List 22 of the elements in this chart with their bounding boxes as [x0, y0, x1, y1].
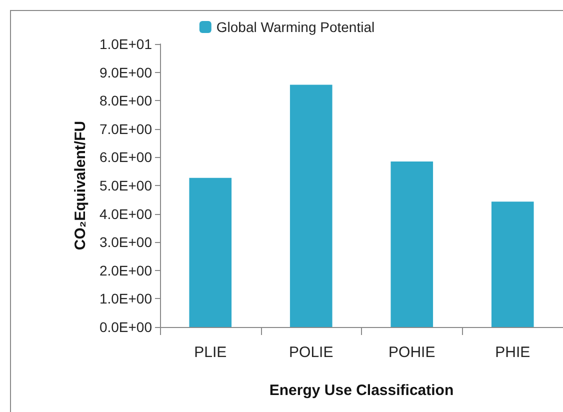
y-tick-label: 4.0E+00: [99, 206, 152, 222]
y-tick-label: 1.0E+00: [99, 290, 152, 307]
bar: [390, 161, 434, 327]
x-tick-label: PLIE: [194, 344, 227, 361]
x-tick-label: POHIE: [388, 344, 436, 361]
y-axis-title: CO₂Equivalent/FU: [72, 120, 89, 250]
bar: [491, 202, 534, 327]
bar: [290, 84, 332, 327]
y-tick-label: 8.0E+00: [99, 92, 152, 109]
legend-label: Global Warming Potential: [216, 19, 375, 35]
y-tick-label: 3.0E+00: [99, 234, 152, 250]
y-tick-label: 2.0E+00: [99, 262, 152, 278]
y-tick-label: 7.0E+00: [99, 120, 152, 137]
y-tick-label: 0.0E+00: [99, 319, 152, 335]
x-tick-label: POLIE: [289, 344, 334, 361]
bar: [189, 178, 232, 327]
y-tick-label: 5.0E+00: [99, 178, 152, 194]
y-tick-label: 6.0E+00: [99, 149, 152, 166]
y-tick-label: 1.0E+01: [99, 36, 152, 52]
y-tick-label: 9.0E+00: [99, 64, 152, 80]
x-axis-title: Energy Use Classification: [269, 382, 454, 399]
x-tick-label: PHIE: [495, 344, 530, 361]
